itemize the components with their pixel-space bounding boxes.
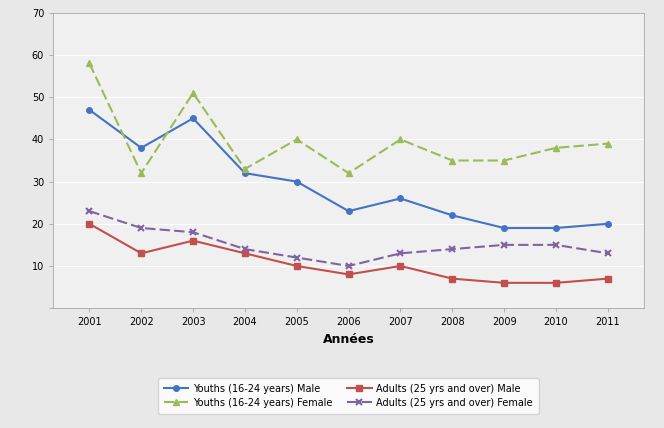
- Adults (25 yrs and over) Female: [86, 208, 94, 214]
- Legend: Youths (16-24 years) Male, Youths (16-24 years) Female, Adults (25 yrs and over): Youths (16-24 years) Male, Youths (16-24…: [158, 378, 539, 413]
- Adults (25 yrs and over) Male: [345, 272, 353, 277]
- Adults (25 yrs and over) Male: [86, 221, 94, 226]
- Adults (25 yrs and over) Male: [448, 276, 456, 281]
- Adults (25 yrs and over) Male: [189, 238, 197, 243]
- Youths (16-24 years) Female: [293, 137, 301, 142]
- Youths (16-24 years) Male: [604, 221, 612, 226]
- Youths (16-24 years) Female: [552, 145, 560, 150]
- Youths (16-24 years) Female: [86, 61, 94, 66]
- Adults (25 yrs and over) Female: [137, 226, 145, 231]
- Adults (25 yrs and over) Male: [396, 263, 404, 268]
- Adults (25 yrs and over) Female: [241, 247, 249, 252]
- Adults (25 yrs and over) Female: [448, 247, 456, 252]
- Youths (16-24 years) Male: [396, 196, 404, 201]
- Adults (25 yrs and over) Female: [552, 242, 560, 247]
- Adults (25 yrs and over) Female: [500, 242, 508, 247]
- Youths (16-24 years) Male: [293, 179, 301, 184]
- Adults (25 yrs and over) Female: [345, 263, 353, 268]
- Line: Youths (16-24 years) Male: Youths (16-24 years) Male: [86, 107, 611, 231]
- Adults (25 yrs and over) Female: [604, 251, 612, 256]
- Adults (25 yrs and over) Male: [241, 251, 249, 256]
- X-axis label: Années: Années: [323, 333, 374, 346]
- Youths (16-24 years) Female: [345, 171, 353, 176]
- Youths (16-24 years) Female: [500, 158, 508, 163]
- Adults (25 yrs and over) Male: [500, 280, 508, 285]
- Adults (25 yrs and over) Male: [137, 251, 145, 256]
- Adults (25 yrs and over) Male: [293, 263, 301, 268]
- Line: Adults (25 yrs and over) Female: Adults (25 yrs and over) Female: [86, 208, 612, 270]
- Adults (25 yrs and over) Female: [189, 230, 197, 235]
- Youths (16-24 years) Male: [552, 226, 560, 231]
- Youths (16-24 years) Female: [241, 166, 249, 172]
- Youths (16-24 years) Female: [396, 137, 404, 142]
- Youths (16-24 years) Female: [137, 171, 145, 176]
- Youths (16-24 years) Male: [241, 171, 249, 176]
- Line: Youths (16-24 years) Female: Youths (16-24 years) Female: [86, 60, 612, 177]
- Youths (16-24 years) Male: [500, 226, 508, 231]
- Youths (16-24 years) Male: [189, 116, 197, 121]
- Youths (16-24 years) Male: [448, 213, 456, 218]
- Adults (25 yrs and over) Female: [396, 251, 404, 256]
- Youths (16-24 years) Male: [345, 208, 353, 214]
- Youths (16-24 years) Female: [448, 158, 456, 163]
- Youths (16-24 years) Female: [189, 90, 197, 95]
- Youths (16-24 years) Male: [137, 145, 145, 150]
- Youths (16-24 years) Female: [604, 141, 612, 146]
- Youths (16-24 years) Male: [86, 107, 94, 113]
- Adults (25 yrs and over) Male: [552, 280, 560, 285]
- Adults (25 yrs and over) Male: [604, 276, 612, 281]
- Adults (25 yrs and over) Female: [293, 255, 301, 260]
- Line: Adults (25 yrs and over) Male: Adults (25 yrs and over) Male: [86, 221, 611, 285]
